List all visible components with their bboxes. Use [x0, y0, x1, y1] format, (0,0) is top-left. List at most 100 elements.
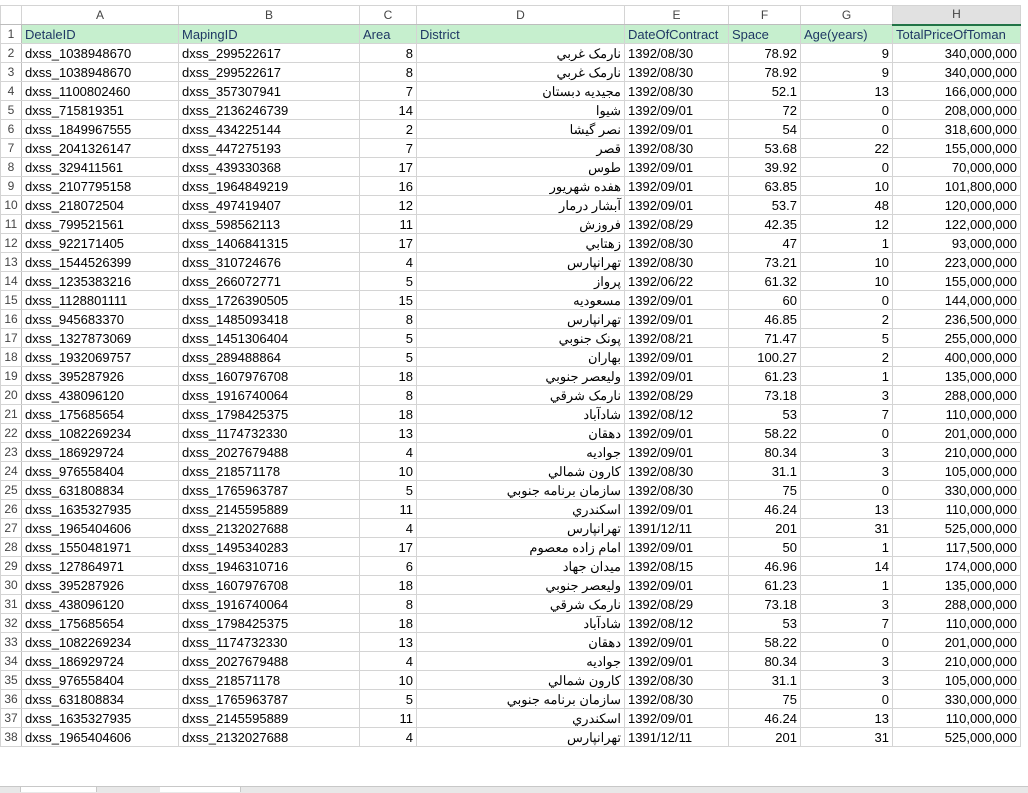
cell[interactable]: 1392/09/01 — [624, 157, 729, 177]
row-header[interactable]: 7 — [0, 138, 22, 158]
cell[interactable]: dxss_1485093418 — [178, 309, 360, 329]
cell[interactable]: dxss_497419407 — [178, 195, 360, 215]
cell[interactable]: dxss_1607976708 — [178, 366, 360, 386]
row-header[interactable]: 21 — [0, 404, 22, 424]
cell[interactable]: 16 — [359, 176, 417, 196]
sheet-tab-scroll[interactable] — [160, 787, 241, 792]
cell[interactable]: فروزش — [416, 214, 625, 234]
cell[interactable]: dxss_945683370 — [21, 309, 179, 329]
cell[interactable]: 39.92 — [728, 157, 801, 177]
cell[interactable]: 5 — [359, 347, 417, 367]
cell[interactable]: 135,000,000 — [892, 366, 1021, 386]
cell[interactable]: 110,000,000 — [892, 613, 1021, 633]
cell[interactable]: 7 — [800, 404, 893, 424]
row-header[interactable]: 22 — [0, 423, 22, 443]
header-cell[interactable]: District — [416, 24, 625, 44]
cell[interactable]: 1392/09/01 — [624, 347, 729, 367]
cell[interactable]: dxss_1082269234 — [21, 423, 179, 443]
cell[interactable]: 9 — [800, 62, 893, 82]
cell[interactable]: 46.24 — [728, 708, 801, 728]
cell[interactable]: dxss_1406841315 — [178, 233, 360, 253]
cell[interactable]: 2 — [359, 119, 417, 139]
cell[interactable]: 1392/08/30 — [624, 670, 729, 690]
cell[interactable]: 210,000,000 — [892, 651, 1021, 671]
cell[interactable]: 46.96 — [728, 556, 801, 576]
cell[interactable]: 0 — [800, 157, 893, 177]
cell[interactable]: dxss_2107795158 — [21, 176, 179, 196]
cell[interactable]: 1392/08/29 — [624, 385, 729, 405]
cell[interactable]: 2 — [800, 347, 893, 367]
cell[interactable]: dxss_1765963787 — [178, 689, 360, 709]
cell[interactable]: 1392/08/29 — [624, 594, 729, 614]
header-cell[interactable]: MapingID — [178, 24, 360, 44]
cell[interactable]: 63.85 — [728, 176, 801, 196]
cell[interactable]: dxss_2027679488 — [178, 651, 360, 671]
cell[interactable]: 78.92 — [728, 62, 801, 82]
row-header[interactable]: 1 — [0, 24, 22, 44]
cell[interactable]: 1392/09/01 — [624, 575, 729, 595]
cell[interactable]: 135,000,000 — [892, 575, 1021, 595]
cell[interactable]: 400,000,000 — [892, 347, 1021, 367]
cell[interactable]: dxss_289488864 — [178, 347, 360, 367]
cell[interactable]: 1392/09/01 — [624, 100, 729, 120]
cell[interactable]: 201,000,000 — [892, 423, 1021, 443]
cell[interactable]: dxss_434225144 — [178, 119, 360, 139]
row-header[interactable]: 37 — [0, 708, 22, 728]
cell[interactable]: dxss_1946310716 — [178, 556, 360, 576]
row-header[interactable]: 31 — [0, 594, 22, 614]
column-header-h[interactable]: H — [892, 5, 1021, 26]
cell[interactable]: جواديه — [416, 651, 625, 671]
cell[interactable]: dxss_1635327935 — [21, 708, 179, 728]
cell[interactable]: dxss_438096120 — [21, 594, 179, 614]
cell[interactable]: 4 — [359, 442, 417, 462]
cell[interactable]: 144,000,000 — [892, 290, 1021, 310]
cell[interactable]: 236,500,000 — [892, 309, 1021, 329]
header-cell[interactable]: Area — [359, 24, 417, 44]
cell[interactable]: 0 — [800, 100, 893, 120]
cell[interactable]: 5 — [359, 271, 417, 291]
cell[interactable]: dxss_299522617 — [178, 62, 360, 82]
cell[interactable]: 525,000,000 — [892, 518, 1021, 538]
cell[interactable]: 0 — [800, 689, 893, 709]
cell[interactable]: 117,500,000 — [892, 537, 1021, 557]
row-header[interactable]: 25 — [0, 480, 22, 500]
row-header[interactable]: 18 — [0, 347, 22, 367]
cell[interactable]: 1392/08/21 — [624, 328, 729, 348]
cell[interactable]: dxss_2041326147 — [21, 138, 179, 158]
cell[interactable]: اسکندري — [416, 499, 625, 519]
cell[interactable]: 1392/08/12 — [624, 404, 729, 424]
row-header[interactable]: 15 — [0, 290, 22, 310]
cell[interactable]: 50 — [728, 537, 801, 557]
cell[interactable]: dxss_395287926 — [21, 575, 179, 595]
cell[interactable]: dxss_2136246739 — [178, 100, 360, 120]
cell[interactable]: 1392/08/30 — [624, 62, 729, 82]
cell[interactable]: 10 — [359, 670, 417, 690]
cell[interactable]: شيوا — [416, 100, 625, 120]
cell[interactable]: dxss_1916740064 — [178, 594, 360, 614]
cell[interactable]: 201 — [728, 727, 801, 747]
cell[interactable]: dxss_1174732330 — [178, 423, 360, 443]
cell[interactable]: 11 — [359, 214, 417, 234]
cell[interactable]: 330,000,000 — [892, 689, 1021, 709]
cell[interactable]: dxss_329411561 — [21, 157, 179, 177]
cell[interactable]: 53 — [728, 404, 801, 424]
cell[interactable]: dxss_175685654 — [21, 404, 179, 424]
cell[interactable]: 31.1 — [728, 461, 801, 481]
cell[interactable]: 1392/09/01 — [624, 499, 729, 519]
cell[interactable]: 18 — [359, 366, 417, 386]
cell[interactable]: 210,000,000 — [892, 442, 1021, 462]
cell[interactable]: 208,000,000 — [892, 100, 1021, 120]
cell[interactable]: 75 — [728, 689, 801, 709]
cell[interactable]: 1392/08/30 — [624, 480, 729, 500]
cell[interactable]: 53 — [728, 613, 801, 633]
cell[interactable]: 1392/09/01 — [624, 176, 729, 196]
cell[interactable]: 80.34 — [728, 442, 801, 462]
row-header[interactable]: 26 — [0, 499, 22, 519]
cell[interactable]: نارمک غربي — [416, 43, 625, 63]
cell[interactable]: هفده شهريور — [416, 176, 625, 196]
cell[interactable]: 80.34 — [728, 651, 801, 671]
cell[interactable]: dxss_299522617 — [178, 43, 360, 63]
cell[interactable]: dxss_1916740064 — [178, 385, 360, 405]
cell[interactable]: تهرانپارس — [416, 518, 625, 538]
row-header[interactable]: 24 — [0, 461, 22, 481]
